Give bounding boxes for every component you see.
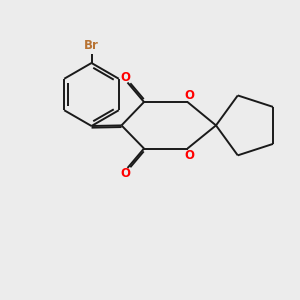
Text: O: O <box>120 70 130 84</box>
Text: Br: Br <box>84 39 99 52</box>
Text: O: O <box>184 148 194 162</box>
Text: O: O <box>184 89 194 102</box>
Text: O: O <box>120 167 130 180</box>
